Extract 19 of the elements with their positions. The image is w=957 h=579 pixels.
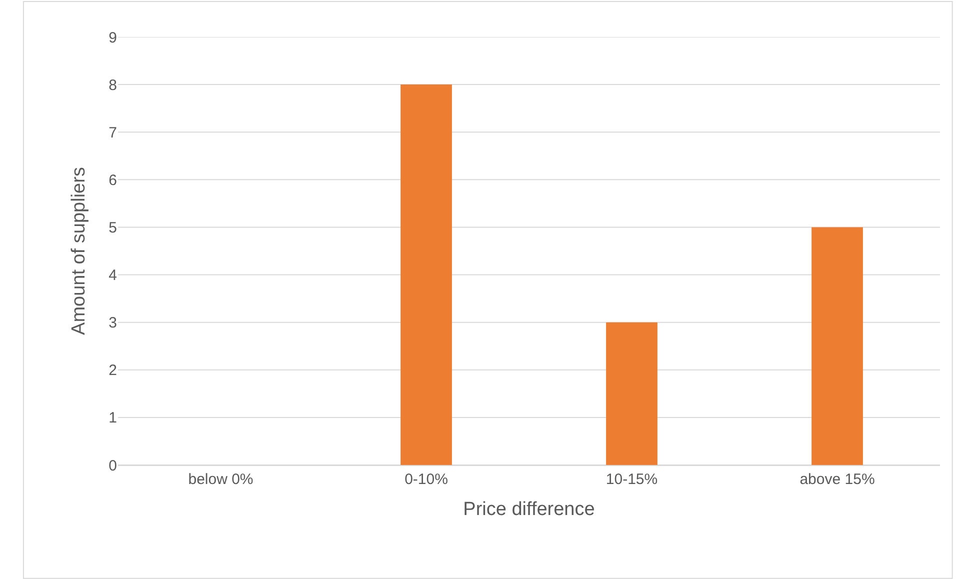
y-tick-label: 0 xyxy=(108,457,117,474)
x-tick-label: above 15% xyxy=(800,471,875,488)
y-tick-label: 9 xyxy=(108,29,117,46)
bar xyxy=(606,322,658,465)
y-tick-label: 3 xyxy=(108,314,117,332)
x-tick-label: 0-10% xyxy=(404,471,448,488)
y-tick-label: 7 xyxy=(108,124,117,142)
bar xyxy=(812,227,863,465)
x-axis-title: Price difference xyxy=(463,498,595,520)
x-tick-label: below 0% xyxy=(188,471,254,488)
y-tick-label: 1 xyxy=(108,410,117,427)
x-tick-label: 10-15% xyxy=(606,471,658,488)
y-axis-title: Amount of suppliers xyxy=(68,167,90,335)
y-tick-label: 8 xyxy=(108,76,117,94)
y-tick-label: 6 xyxy=(108,172,117,189)
y-tick-label: 5 xyxy=(108,219,117,236)
y-tick-label: 4 xyxy=(108,267,117,284)
bar xyxy=(400,84,452,465)
y-tick-label: 2 xyxy=(108,362,117,380)
